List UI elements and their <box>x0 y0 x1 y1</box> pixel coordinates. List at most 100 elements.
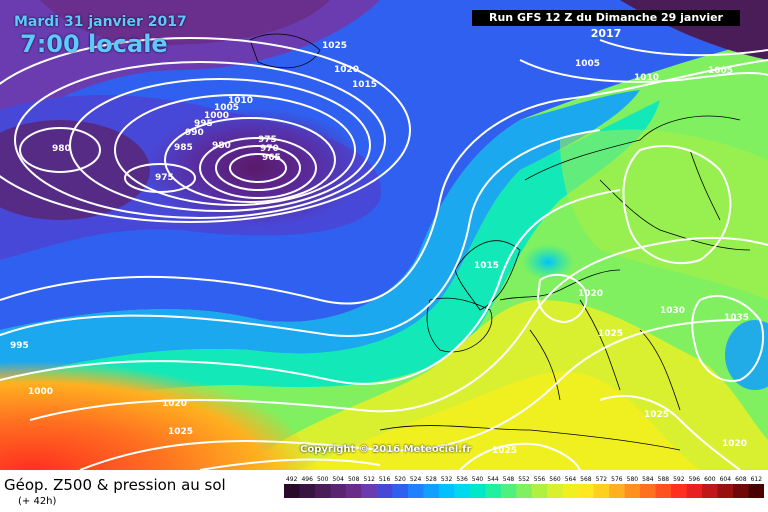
scale-level-label: 496 <box>301 476 313 483</box>
isobar-label: 990 <box>185 128 204 138</box>
isobar-label: 1010 <box>634 73 659 83</box>
legend-title: Géop. Z500 & pression au sol <box>4 476 226 494</box>
copyright-text: Copyright © 2016 Meteociel.fr <box>300 444 472 455</box>
scale-level-label: 560 <box>549 476 561 483</box>
scale-swatch <box>516 484 533 498</box>
scale-swatch <box>547 484 564 498</box>
scale-swatch <box>485 484 502 498</box>
scale-swatch <box>330 484 347 498</box>
scale-swatch <box>671 484 688 498</box>
isobar-label: 1005 <box>708 66 733 76</box>
isobar-label: 975 <box>155 173 174 183</box>
scale-swatch <box>748 484 764 498</box>
scale-swatch <box>686 484 703 498</box>
scale-level-label: 604 <box>720 476 732 483</box>
isobar-label: 1015 <box>474 261 499 271</box>
legend-panel: Géop. Z500 & pression au sol (+ 42h) 492… <box>0 470 768 512</box>
scale-level-label: 592 <box>673 476 685 483</box>
isobar-label: 1030 <box>660 306 685 316</box>
isobars <box>0 37 768 470</box>
scale-swatch <box>407 484 424 498</box>
scale-swatch <box>361 484 378 498</box>
scale-level-label: 596 <box>689 476 701 483</box>
scale-level-label: 580 <box>627 476 639 483</box>
isobar-label: 1000 <box>204 111 229 121</box>
scale-swatch <box>578 484 595 498</box>
blue-spot-east <box>725 320 768 390</box>
isobar-labels: 1025 1020 1015 1010 1005 1000 995 990 98… <box>10 41 749 456</box>
isobar-label: 985 <box>174 143 193 153</box>
scale-level-label: 612 <box>751 476 763 483</box>
isobar-label: 1020 <box>334 65 359 75</box>
scale-swatch <box>345 484 362 498</box>
scale-swatch <box>438 484 455 498</box>
scale-level-label: 588 <box>658 476 670 483</box>
isobar-label: 980 <box>52 144 71 154</box>
isobar-label: 995 <box>10 341 29 351</box>
scale-level-label: 504 <box>332 476 344 483</box>
coastlines <box>249 33 751 451</box>
scale-level-label: 500 <box>317 476 329 483</box>
isobar-label: 975 <box>258 135 277 145</box>
scale-swatch <box>392 484 409 498</box>
scale-level-label: 572 <box>596 476 608 483</box>
model-run-info: Run GFS 12 Z du Dimanche 29 janvier 2017 <box>472 10 740 40</box>
scale-swatch <box>624 484 641 498</box>
scale-swatch <box>562 484 579 498</box>
scale-level-label: 492 <box>286 476 298 483</box>
scale-level-label: 568 <box>580 476 592 483</box>
isobar-label: 995 <box>194 119 213 129</box>
field-blue-north <box>0 0 768 330</box>
isobar-label: 1020 <box>722 439 747 449</box>
isobar-label: 970 <box>260 144 279 154</box>
scale-level-label: 540 <box>472 476 484 483</box>
scale-swatch <box>284 484 300 498</box>
scale-level-label: 524 <box>410 476 422 483</box>
scale-swatch <box>717 484 734 498</box>
scale-level-label: 576 <box>611 476 623 483</box>
scale-swatch <box>593 484 610 498</box>
field-lime-east <box>560 129 768 300</box>
scale-level-label: 508 <box>348 476 360 483</box>
scale-swatch <box>454 484 471 498</box>
scale-level-label: 584 <box>642 476 654 483</box>
scale-level-label: 532 <box>441 476 453 483</box>
color-scale: 492 496 500 504 508 512 516 520 524 528 532 536 540 5… <box>284 476 764 498</box>
legend-subtitle: (+ 42h) <box>18 496 57 507</box>
isobar-label: 1025 <box>492 446 517 456</box>
isobar-label: 980 <box>212 141 231 151</box>
scale-swatch <box>500 484 517 498</box>
forecast-date: Mardi 31 janvier 2017 <box>14 14 187 30</box>
scale-swatch <box>733 484 749 498</box>
pressure-map: 1025 1020 1015 1010 1005 1000 995 990 98… <box>0 0 768 470</box>
scale-swatch <box>609 484 626 498</box>
scale-swatch <box>469 484 486 498</box>
isobar-label: 1015 <box>352 80 377 90</box>
scale-level-label: 556 <box>534 476 546 483</box>
scale-swatch <box>423 484 440 498</box>
isobar-label: 1005 <box>214 103 239 113</box>
isobar-label: 1025 <box>168 427 193 437</box>
isobar-label: 1025 <box>644 410 669 420</box>
isobar-label: 1020 <box>162 399 187 409</box>
field-cyan-band <box>0 90 640 380</box>
scale-swatch <box>376 484 393 498</box>
isobar-label: 1010 <box>228 96 253 106</box>
scale-level-label: 608 <box>735 476 747 483</box>
scale-swatch <box>640 484 657 498</box>
scale-level-label: 520 <box>394 476 406 483</box>
isobar-label: 1000 <box>28 387 53 397</box>
isobar-label: 1025 <box>598 329 623 339</box>
scale-level-label: 600 <box>704 476 716 483</box>
isobar-label: 1020 <box>578 289 603 299</box>
scale-swatch <box>299 484 316 498</box>
scale-level-label: 512 <box>363 476 375 483</box>
field-purple-north <box>40 0 330 45</box>
field-orange <box>0 349 320 470</box>
scale-swatch <box>531 484 548 498</box>
scale-level-label: 528 <box>425 476 437 483</box>
scale-level-label: 564 <box>565 476 577 483</box>
scale-level-label: 516 <box>379 476 391 483</box>
scale-level-label: 548 <box>503 476 515 483</box>
